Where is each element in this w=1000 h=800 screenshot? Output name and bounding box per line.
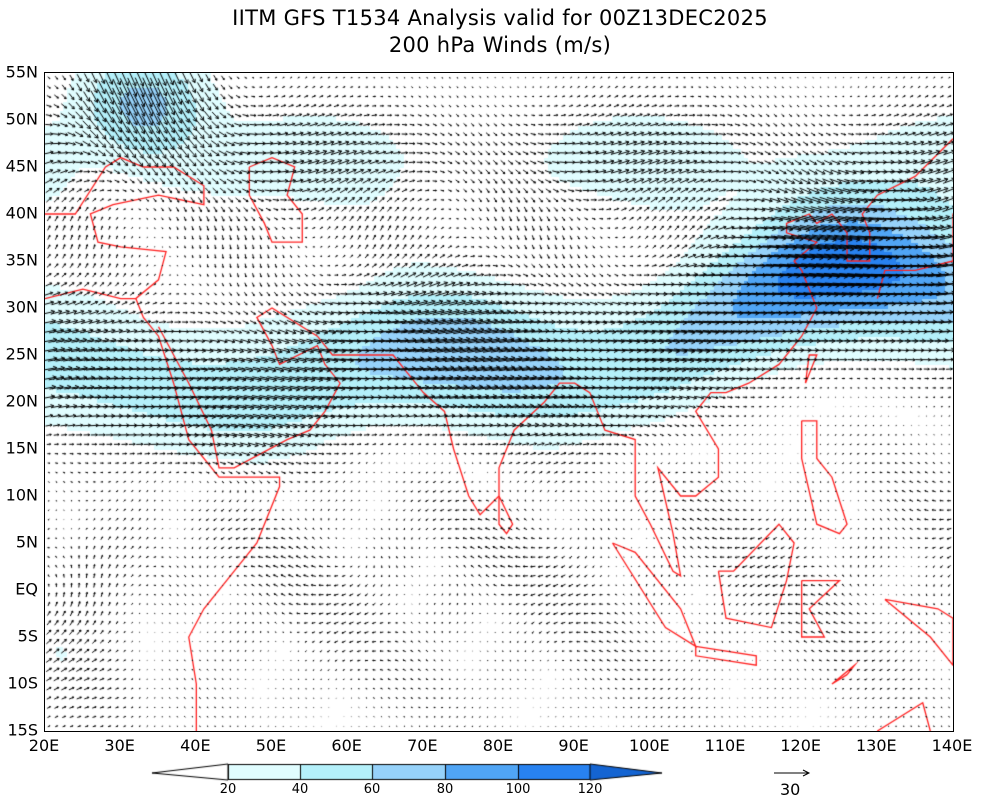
longitude-label: 70E — [407, 736, 438, 755]
latitude-label: 15N — [5, 438, 38, 458]
latitude-label: 5N — [15, 532, 38, 552]
map-title: IITM GFS T1534 Analysis valid for 00Z13D… — [232, 6, 768, 30]
longitude-label: 50E — [255, 736, 287, 755]
longitude-label: 80E — [482, 736, 514, 755]
longitude-label: 30E — [104, 736, 135, 755]
longitude-label: 90E — [558, 736, 589, 755]
colorbar — [150, 762, 670, 782]
latitude-label: 20N — [5, 391, 38, 411]
latitude-label: 40N — [5, 203, 38, 223]
longitude-label: 60E — [331, 736, 362, 755]
latitude-label: 35N — [5, 250, 38, 270]
latitude-label: 15S — [7, 720, 38, 740]
colorbar-level-label: 80 — [436, 782, 454, 797]
longitude-label: 100E — [629, 736, 670, 755]
reference-vector-label: 30 — [780, 780, 801, 799]
longitude-label: 40E — [180, 736, 211, 755]
colorbar-level-label: 40 — [291, 782, 309, 797]
latitude-label: 55N — [5, 62, 38, 82]
colorbar-level-label: 60 — [363, 782, 381, 797]
map-subtitle: 200 hPa Winds (m/s) — [388, 33, 612, 57]
colorbar-level-label: 20 — [219, 782, 237, 797]
latitude-label: 25N — [5, 344, 38, 364]
longitude-label: 120E — [780, 736, 821, 755]
colorbar-level-label: 100 — [505, 782, 531, 797]
latitude-label: EQ — [15, 579, 38, 599]
latitude-label: 10N — [5, 485, 38, 505]
wind-map-canvas — [44, 72, 954, 732]
reference-vector-arrow — [774, 769, 811, 777]
latitude-label: 30N — [5, 297, 38, 317]
latitude-label: 10S — [7, 673, 38, 693]
longitude-label: 130E — [856, 736, 897, 755]
longitude-label: 140E — [931, 736, 973, 755]
latitude-label: 45N — [5, 156, 38, 176]
longitude-label: 110E — [704, 736, 746, 755]
longitude-label: 20E — [28, 736, 60, 755]
colorbar-level-label: 120 — [577, 782, 603, 797]
latitude-label: 5S — [17, 626, 38, 646]
latitude-label: 50N — [5, 109, 38, 129]
